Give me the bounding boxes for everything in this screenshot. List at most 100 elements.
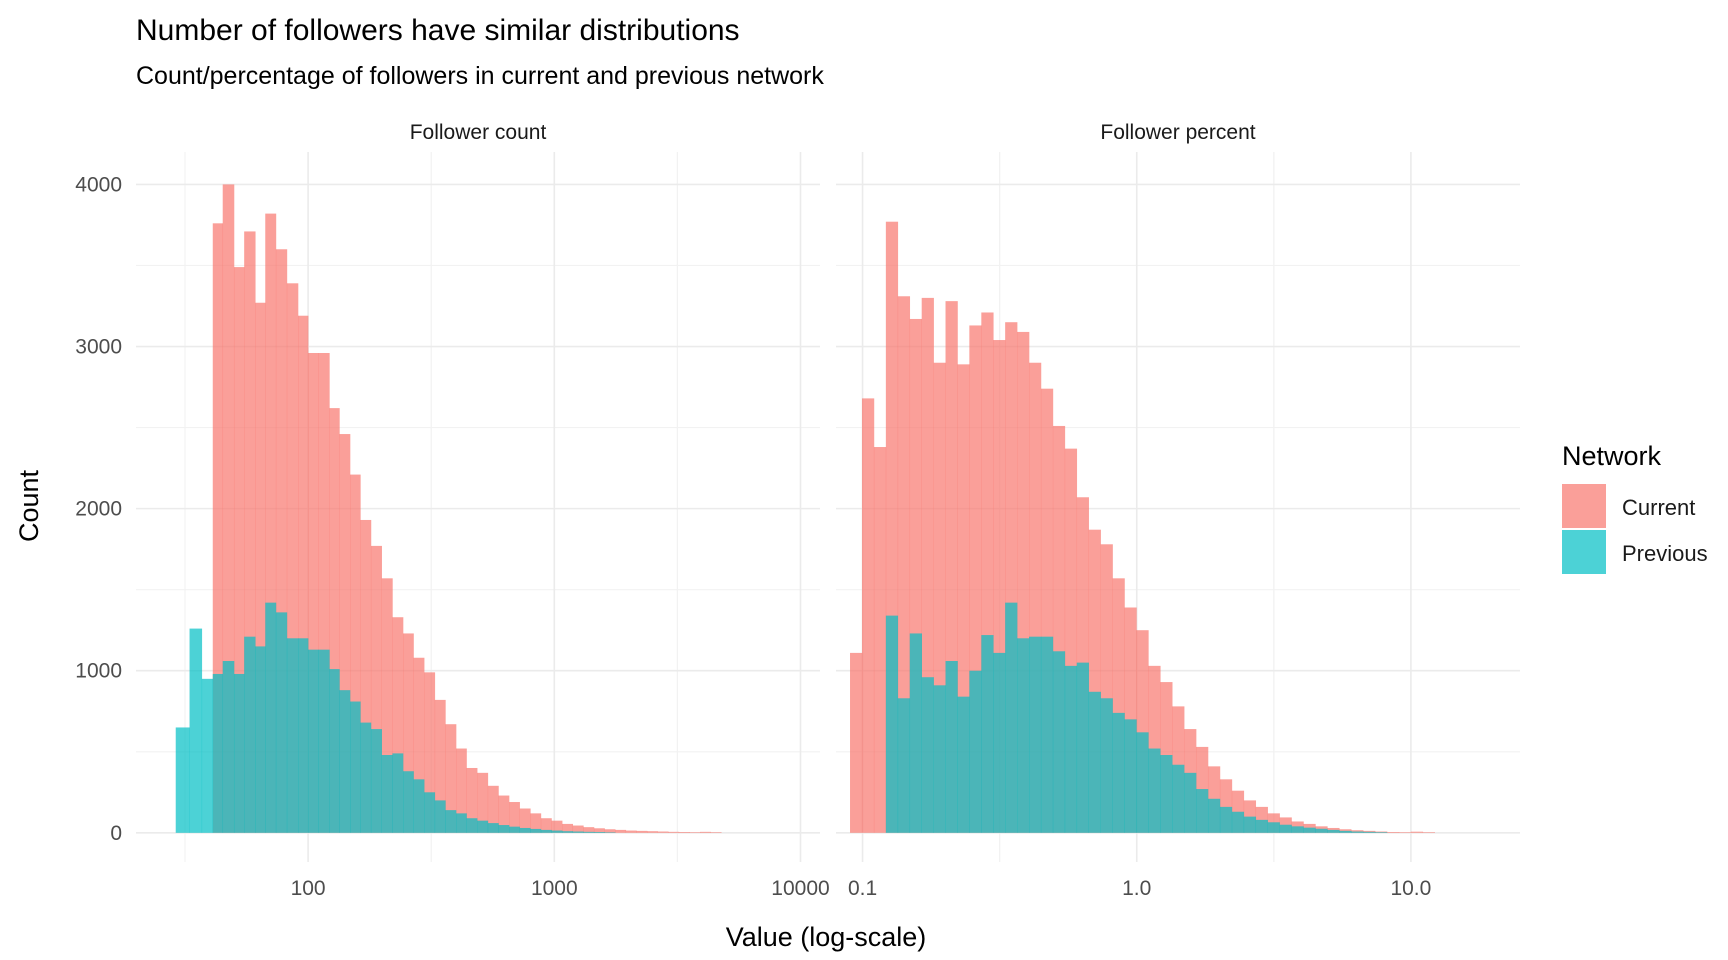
histogram-bar: [1267, 822, 1280, 833]
histogram-bar: [551, 820, 563, 833]
x-tick-label: 100: [291, 877, 326, 900]
histogram-bar: [298, 315, 309, 833]
chart-title: Number of followers have similar distrib…: [136, 14, 740, 47]
x-tick-label: 10.0: [1390, 877, 1431, 900]
histogram-bar: [593, 828, 605, 833]
histogram-bar: [434, 800, 446, 833]
histogram-bar: [255, 646, 266, 833]
histogram-bar: [381, 755, 393, 833]
histogram-bar: [909, 633, 922, 833]
histogram-bar: [381, 578, 393, 833]
histogram-bar: [1207, 798, 1221, 833]
histogram-bar: [265, 213, 277, 833]
histogram-bar: [434, 699, 446, 833]
histogram-bar: [339, 434, 351, 833]
y-tick-label: 1000: [75, 660, 122, 683]
histogram-bar: [1327, 829, 1340, 833]
histogram-bar: [519, 827, 531, 833]
histogram-bar: [668, 831, 680, 833]
histogram-bar: [1303, 827, 1316, 833]
histogram-bar: [1112, 712, 1125, 833]
histogram-bar: [308, 353, 319, 833]
histogram-bar: [413, 657, 425, 833]
histogram-bar: [540, 818, 552, 833]
histogram-bar: [329, 408, 340, 833]
histogram-bar: [370, 545, 382, 833]
histogram-bar: [636, 830, 648, 833]
histogram-bar: [1076, 662, 1089, 833]
histogram-bar: [957, 696, 970, 833]
histogram-bar: [1136, 732, 1149, 833]
histogram-bar: [201, 678, 214, 833]
histogram-bar: [583, 827, 595, 833]
histogram-bar: [265, 602, 277, 833]
histogram-bar: [700, 831, 711, 833]
histogram-bar: [403, 771, 414, 833]
histogram-bar: [360, 519, 372, 833]
histogram-bar: [562, 831, 574, 833]
legend-label-current: Current: [1622, 495, 1695, 520]
histogram-bar: [604, 832, 616, 833]
histogram-bar: [710, 832, 722, 833]
histogram-bar: [286, 638, 299, 833]
histogram-bar: [329, 669, 340, 833]
histogram-bar: [445, 810, 457, 833]
histogram-bar: [1040, 636, 1054, 833]
histogram-bar: [530, 828, 542, 833]
x-tick-label: 1.0: [1122, 877, 1151, 900]
histogram-bar: [1172, 764, 1185, 833]
histogram-bar: [498, 825, 510, 833]
series-previous: [175, 602, 616, 833]
histogram-bar: [583, 831, 595, 833]
histogram-bar: [1386, 832, 1400, 833]
histogram-bar: [1363, 831, 1376, 833]
histogram-bar: [189, 628, 203, 833]
y-tick-label: 3000: [75, 336, 122, 359]
histogram-bar: [255, 302, 266, 833]
histogram-bar: [562, 823, 574, 833]
histogram-bar: [572, 825, 584, 833]
histogram-bar: [885, 615, 899, 833]
histogram-bar: [413, 779, 425, 833]
histogram-bar: [370, 729, 382, 833]
histogram-bar: [466, 767, 478, 833]
histogram-bar: [1398, 832, 1412, 833]
histogram-bar: [233, 673, 245, 833]
histogram-bar: [487, 823, 499, 833]
histogram-bar: [861, 398, 875, 833]
histogram-bar: [689, 832, 701, 833]
histogram-bar: [530, 813, 542, 833]
histogram-bar: [993, 652, 1006, 833]
histogram-bar: [424, 672, 436, 833]
panel-follower-count: Follower count 100 1000 10000: [136, 121, 830, 900]
series-current: [212, 184, 722, 833]
legend-swatch-current: [1562, 484, 1606, 528]
histogram-bar: [456, 748, 467, 833]
histogram-bar: [850, 652, 863, 833]
histogram-bar: [175, 727, 190, 833]
histogram-bar: [969, 670, 982, 833]
y-tick-label: 4000: [75, 173, 122, 196]
histogram-bar: [466, 818, 478, 833]
histogram-bar: [339, 690, 351, 833]
histogram-bar: [403, 633, 414, 833]
histogram-bar: [933, 685, 946, 833]
histogram-bar: [593, 832, 605, 833]
histogram-bar: [487, 785, 499, 833]
histogram-bar: [498, 795, 510, 833]
histogram-bar: [1100, 698, 1113, 833]
histogram-bar: [222, 661, 235, 833]
legend-title: Network: [1562, 441, 1662, 471]
histogram-bar: [350, 701, 361, 833]
histogram-bar: [1339, 830, 1352, 833]
x-tick-label: 10000: [771, 877, 829, 900]
histogram-bar: [625, 830, 637, 833]
facet-label: Follower percent: [1100, 121, 1255, 144]
histogram-bar: [604, 829, 616, 833]
y-axis-title: Count: [14, 469, 44, 542]
histogram-bar: [318, 649, 330, 833]
histogram-bar: [1219, 806, 1233, 833]
histogram-bar: [1017, 638, 1030, 833]
histogram-bar: [275, 612, 288, 833]
